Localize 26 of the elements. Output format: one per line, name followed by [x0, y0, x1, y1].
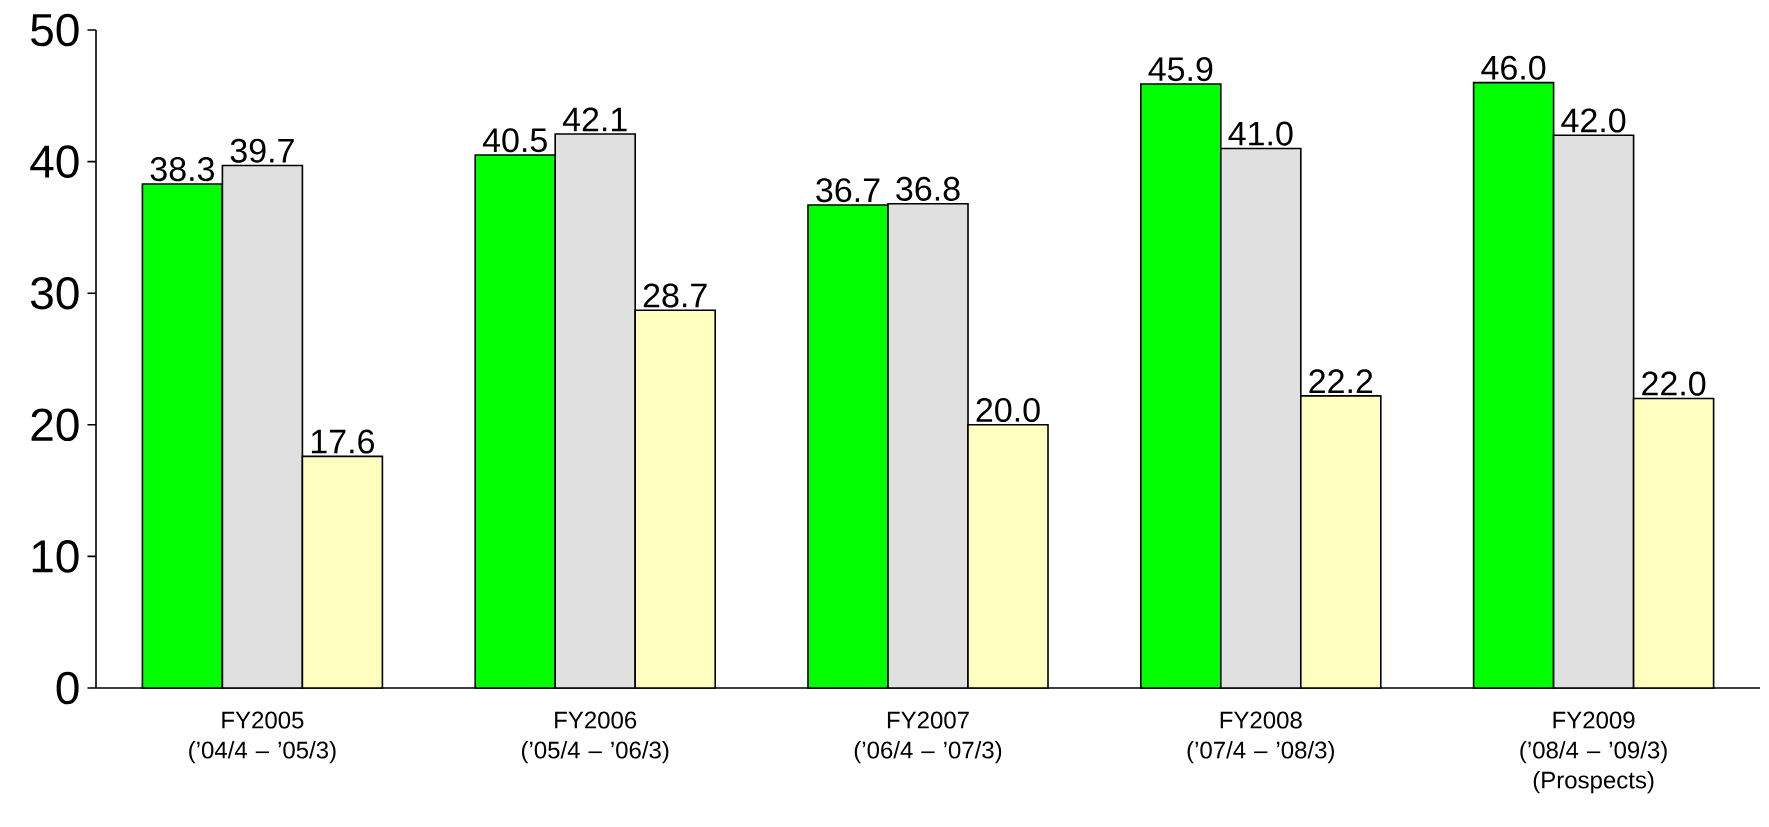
x-tick-label: FY2007 (’06/4 – ’07/3) — [854, 711, 1002, 764]
data-label: 20.0 — [976, 397, 1040, 423]
data-label: 22.2 — [1309, 369, 1373, 394]
data-label: 36.7 — [816, 178, 880, 203]
data-label: 22.0 — [1642, 371, 1706, 396]
data-label: 39.7 — [230, 138, 294, 163]
data-label: 46.0 — [1481, 55, 1546, 80]
y-tick-label: 10 — [32, 540, 79, 573]
data-label: 40.5 — [482, 128, 547, 153]
data-label: 28.7 — [643, 283, 707, 308]
data-label: 36.8 — [896, 176, 960, 201]
y-tick-label: 20 — [31, 408, 79, 442]
x-tick-label: FY2005 (’04/4 – ’05/3) — [189, 711, 336, 764]
y-tick-label: 40 — [30, 145, 79, 178]
data-label: 42.0 — [1561, 108, 1626, 133]
x-tick-label: FY2006 (’05/4 – ’06/3) — [521, 711, 669, 764]
data-label: 38.3 — [150, 157, 214, 182]
data-label: 42.1 — [562, 107, 627, 132]
data-label: 45.9 — [1148, 57, 1213, 82]
y-tick-label: 30 — [30, 276, 79, 310]
y-tick-label: 50 — [31, 13, 79, 47]
x-tick-label: FY2008 (’07/4 – ’08/3) — [1187, 711, 1334, 764]
y-tick-label: 0 — [56, 671, 79, 705]
data-label: 41.0 — [1228, 121, 1293, 146]
data-label: 17.6 — [311, 429, 374, 454]
x-tick-label: FY2009 (’08/4 – ’09/3) (Prospects) — [1520, 711, 1667, 794]
